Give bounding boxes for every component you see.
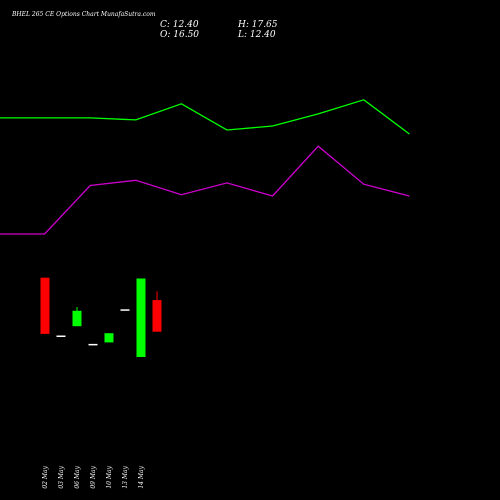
date-label: 14 May	[138, 465, 145, 488]
date-labels: 02 May 03 May 06 May 09 May 10 May 13 May 14 M…	[42, 465, 145, 488]
high-value: H: 17.65	[237, 20, 278, 30]
candle-body	[88, 343, 98, 346]
indicator-lines	[0, 99, 410, 235]
chart-title: BHEL 265 CE Options Chart MunafaSutra.co…	[11, 11, 156, 18]
candles	[40, 277, 162, 357]
low-value: L: 12.40	[237, 30, 276, 40]
candle-body	[104, 333, 114, 343]
date-label: 03 May	[58, 465, 65, 488]
date-label: 02 May	[42, 465, 49, 488]
date-label: 09 May	[90, 465, 97, 488]
close-value: C: 12.40	[160, 20, 199, 30]
date-label: 06 May	[74, 465, 81, 488]
upper-line	[0, 99, 410, 135]
candle-body	[120, 309, 130, 311]
candle-body	[72, 310, 82, 327]
candle-body	[152, 300, 162, 332]
date-label: 10 May	[106, 465, 113, 488]
lower-line	[0, 145, 410, 235]
candle-body	[40, 277, 50, 334]
candle-body	[56, 335, 66, 337]
open-value: O: 16.50	[160, 30, 199, 40]
candle-body	[136, 278, 146, 357]
date-label: 13 May	[122, 465, 129, 488]
